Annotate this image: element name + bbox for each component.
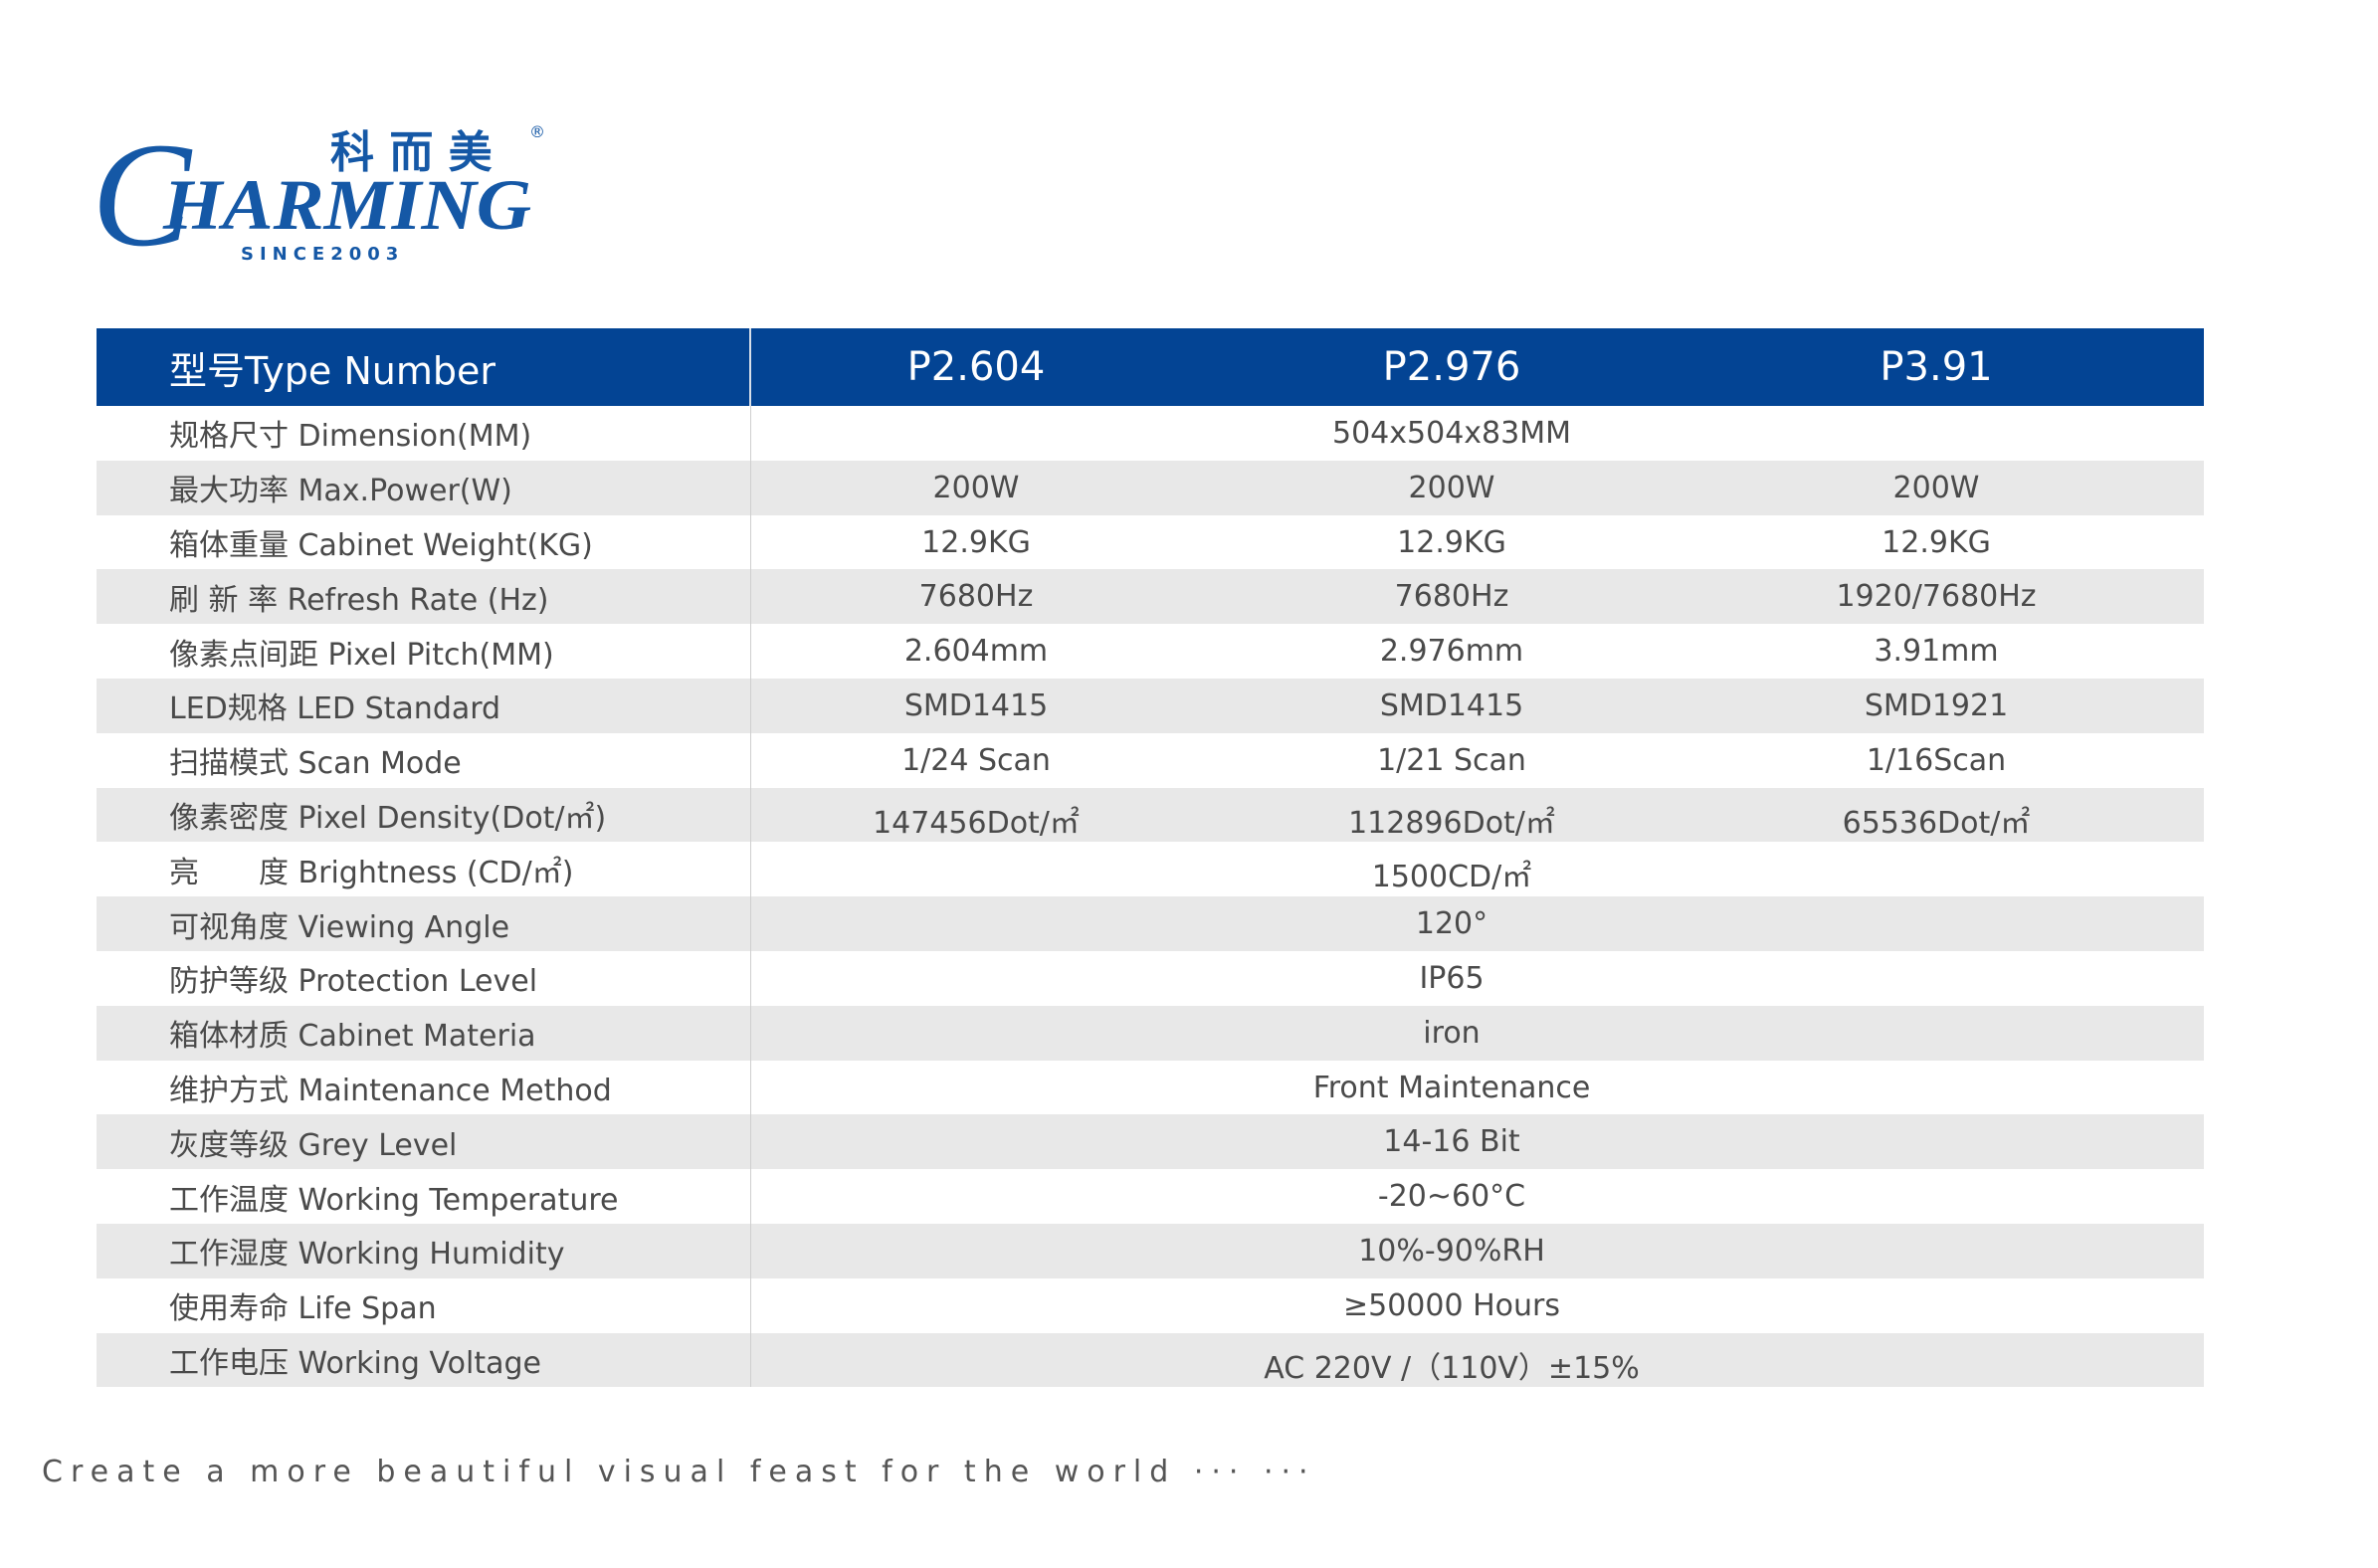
row-label: 扫描模式 Scan Mode (97, 732, 751, 788)
header-label: 型号Type Number (97, 328, 751, 406)
table-row: 像素密度 Pixel Density(Dot/㎡) 147456Dot/㎡ 1128… (97, 787, 2204, 843)
table-row: 扫描模式 Scan Mode 1/24 Scan 1/21 Scan 1/16Scan (97, 732, 2204, 788)
model-p2604: P2.604 (906, 344, 1046, 390)
row-value: 3.91mm (1874, 634, 1999, 670)
row-value: 7680Hz (1394, 579, 1509, 615)
table-row: 最大功率 Max.Power(W) 200W 200W 200W (97, 460, 2204, 515)
row-label: 可视角度 Viewing Angle (97, 896, 751, 951)
row-value-merged: 120° (1415, 906, 1488, 942)
table-row: 亮 度 Brightness (CD/㎡) 1500CD/㎡ (97, 842, 2204, 897)
row-label: 规格尺寸 Dimension(MM) (97, 406, 751, 461)
row-value: SMD1415 (903, 687, 1049, 723)
row-value-merged: 504x504x83MM (1332, 416, 1571, 451)
row-label: LED规格 LED Standard (97, 678, 751, 733)
row-value-merged: Front Maintenance (1312, 1070, 1591, 1105)
row-label: 工作电压 Working Voltage (97, 1332, 751, 1388)
logo-since: SINCE2003 (241, 244, 404, 265)
row-value: 147456Dot/㎡ (873, 805, 1080, 841)
table-row: 工作电压 Working Voltage AC 220V /（110V）±15% (97, 1332, 2204, 1388)
row-value: 200W (932, 470, 1020, 505)
row-value-merged: IP65 (1419, 960, 1485, 996)
row-value: SMD1921 (1864, 687, 2009, 723)
table-row: 防护等级 Protection Level IP65 (97, 950, 2204, 1006)
row-value: 7680Hz (918, 579, 1034, 615)
table-row: 刷 新 率 Refresh Rate (Hz) 7680Hz 7680Hz 1920/… (97, 569, 2204, 625)
row-label: 灰度等级 Grey Level (97, 1114, 751, 1170)
table-row: 工作湿度 Working Humidity 10%-90%RH (97, 1223, 2204, 1278)
model-p2976: P2.976 (1382, 344, 1521, 390)
table-row: 工作温度 Working Temperature -20~60°C (97, 1169, 2204, 1224)
row-value: 2.976mm (1379, 634, 1524, 670)
row-value: 1/21 Scan (1377, 742, 1526, 778)
row-label: 最大功率 Max.Power(W) (97, 460, 751, 515)
row-value: 1/24 Scan (901, 742, 1051, 778)
logo-initial: C (92, 117, 193, 267)
table-row: 可视角度 Viewing Angle 120° (97, 896, 2204, 951)
row-value: 1920/7680Hz (1836, 579, 2037, 615)
row-label: 像素密度 Pixel Density(Dot/㎡) (97, 787, 751, 843)
footer-tagline: Create a more beautiful visual feast for… (42, 1455, 1316, 1489)
table-header: 型号Type Number P2.604 P2.976 P3.91 (97, 328, 2204, 406)
row-label: 使用寿命 Life Span (97, 1277, 751, 1333)
registered-mark: ® (529, 122, 545, 141)
table-row: LED规格 LED Standard SMD1415 SMD1415 SMD1921 (97, 678, 2204, 733)
row-label: 箱体材质 Cabinet Materia (97, 1005, 751, 1061)
row-value-merged: -20~60°C (1377, 1179, 1526, 1215)
row-value: 12.9KG (1882, 524, 1991, 560)
table-row: 规格尺寸 Dimension(MM) 504x504x83MM (97, 406, 2204, 461)
table-row: 使用寿命 Life Span ≥50000 Hours (97, 1277, 2204, 1333)
row-value: SMD1415 (1379, 687, 1524, 723)
row-label: 像素点间距 Pixel Pitch(MM) (97, 624, 751, 679)
row-value: 200W (1408, 470, 1495, 505)
row-value-merged: ≥50000 Hours (1343, 1287, 1560, 1323)
logo-wordmark: HARMING (162, 165, 531, 245)
row-label: 箱体重量 Cabinet Weight(KG) (97, 514, 751, 570)
row-label: 刷 新 率 Refresh Rate (Hz) (97, 569, 751, 625)
row-value: 112896Dot/㎡ (1348, 805, 1555, 841)
row-value: 65536Dot/㎡ (1842, 805, 2031, 841)
spec-table: 型号Type Number P2.604 P2.976 P3.91 规格尺寸 D… (97, 328, 2204, 1388)
row-label: 维护方式 Maintenance Method (97, 1060, 751, 1115)
table-row: 像素点间距 Pixel Pitch(MM) 2.604mm 2.976mm 3.91m… (97, 624, 2204, 679)
table-row: 箱体重量 Cabinet Weight(KG) 12.9KG 12.9KG 12.9K… (97, 514, 2204, 570)
row-label: 防护等级 Protection Level (97, 950, 751, 1006)
row-value-merged: 14-16 Bit (1383, 1124, 1520, 1160)
row-value-merged: AC 220V /（110V）±15% (1264, 1350, 1640, 1386)
model-p391: P3.91 (1880, 344, 1993, 390)
row-value-merged: 10%-90%RH (1358, 1233, 1545, 1269)
row-label: 亮 度 Brightness (CD/㎡) (97, 842, 751, 897)
row-value: 12.9KG (1397, 524, 1506, 560)
table-row: 维护方式 Maintenance Method Front Maintenance (97, 1060, 2204, 1115)
row-value: 1/16Scan (1866, 742, 2007, 778)
row-label: 工作湿度 Working Humidity (97, 1223, 751, 1278)
row-value: 12.9KG (921, 524, 1031, 560)
charming-logo: C HARMING 科 而 美 ® SINCE2003 (92, 112, 559, 278)
row-label: 工作温度 Working Temperature (97, 1169, 751, 1224)
table-row: 灰度等级 Grey Level 14-16 Bit (97, 1114, 2204, 1170)
table-row: 箱体材质 Cabinet Materia iron (97, 1005, 2204, 1061)
row-value: 2.604mm (903, 634, 1049, 670)
row-value-merged: iron (1423, 1015, 1481, 1051)
row-value-merged: 1500CD/㎡ (1371, 860, 1532, 895)
row-value: 200W (1892, 470, 1980, 505)
logo-chinese: 科 而 美 (330, 127, 493, 178)
